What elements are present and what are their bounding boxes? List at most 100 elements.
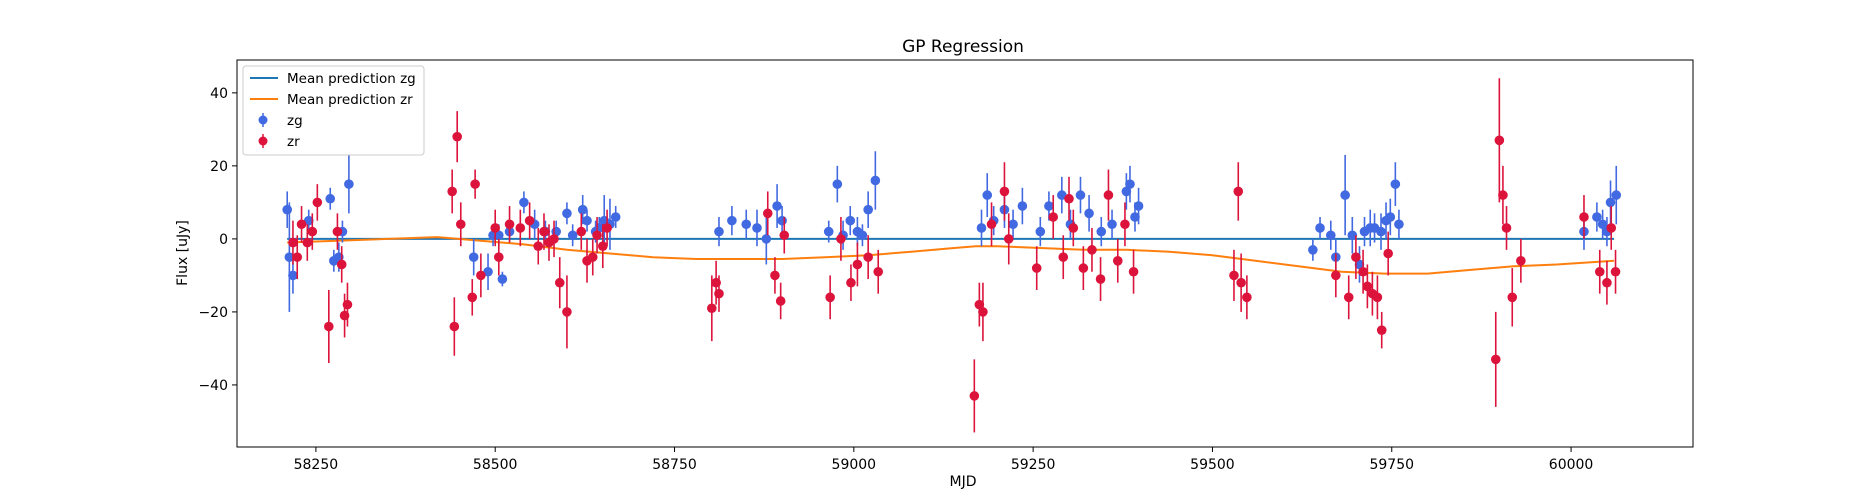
zr-marker — [986, 219, 997, 230]
zr-data-point — [447, 169, 457, 214]
zr-marker — [999, 186, 1010, 197]
zg-marker — [562, 208, 572, 219]
zr-marker — [1351, 252, 1361, 262]
zr-data-point — [825, 275, 835, 320]
zr-data-point — [1606, 206, 1617, 250]
zg-marker — [1597, 219, 1608, 230]
zr-data-point — [974, 282, 985, 327]
zr-marker — [562, 307, 572, 317]
zr-marker — [455, 219, 466, 230]
zr-marker — [449, 321, 460, 332]
zr-data-point — [999, 162, 1010, 221]
zg-marker — [1035, 226, 1046, 237]
zg-marker — [288, 270, 298, 281]
zg-data-point — [1611, 165, 1622, 225]
zr-marker — [490, 223, 501, 233]
zr-data-point — [1507, 268, 1518, 327]
zg-data-point — [976, 209, 987, 247]
zr-marker — [1103, 190, 1114, 200]
zr-marker — [302, 237, 313, 248]
zg-data-point — [1597, 209, 1608, 239]
zg-marker — [519, 197, 529, 208]
zg-data-point — [1008, 209, 1018, 239]
zr-marker — [1343, 292, 1354, 303]
zr-data-point — [1058, 235, 1069, 280]
zg-data-point — [610, 206, 621, 228]
x-tick-label: 58250 — [294, 457, 339, 473]
zg-marker — [1133, 201, 1144, 211]
zg-data-point — [823, 220, 834, 243]
zg-data-point — [282, 191, 293, 228]
zg-marker — [1340, 190, 1350, 200]
zg-data-point — [1592, 202, 1602, 232]
zr-data-point — [1372, 275, 1383, 320]
zr-data-point — [1610, 249, 1621, 294]
zr-data-point — [1120, 202, 1130, 247]
zg-marker — [832, 179, 843, 189]
zg-marker — [857, 230, 868, 241]
zr-data-point — [1031, 246, 1042, 291]
zr-marker — [1003, 234, 1014, 244]
zr-data-point — [576, 213, 587, 250]
zg-marker — [1394, 219, 1404, 230]
zr-marker — [836, 234, 846, 244]
zr-data-point — [467, 279, 478, 316]
zr-marker — [825, 292, 835, 303]
zr-marker — [1383, 248, 1393, 259]
zr-data-point — [1078, 246, 1089, 291]
zr-marker — [292, 252, 303, 262]
zg-marker — [1315, 223, 1325, 233]
zg-marker — [344, 179, 354, 189]
zr-data-point — [342, 282, 353, 327]
zg-data-point — [562, 202, 572, 225]
legend-swatch-zr — [258, 134, 268, 148]
zr-data-point — [307, 213, 318, 250]
zr-data-point — [1233, 162, 1244, 221]
zg-marker — [1017, 201, 1028, 211]
zr-marker — [1236, 277, 1246, 288]
zr-marker — [533, 241, 544, 251]
zr-data-point — [597, 224, 608, 269]
zg-marker — [863, 204, 873, 215]
zg-data-point — [1340, 154, 1350, 236]
zg-data-point — [1084, 195, 1094, 232]
zr-marker — [467, 292, 478, 303]
zr-data-point — [1331, 253, 1341, 298]
zg-marker — [1385, 212, 1396, 222]
zg-data-point — [483, 253, 493, 291]
zr-marker — [775, 296, 786, 306]
zr-data-point — [986, 202, 997, 247]
zr-marker — [539, 226, 549, 237]
zg-marker — [845, 215, 856, 226]
zg-data-point — [741, 209, 752, 239]
x-axis: 58250 58500 58750 59000 59250 59500 59750 60000 — [294, 447, 1593, 473]
zr-marker — [1507, 292, 1518, 303]
zr-data-point — [455, 202, 466, 247]
zg-data-point — [1376, 213, 1386, 250]
zr-data-point — [1003, 213, 1014, 265]
zr-marker — [1095, 274, 1106, 284]
zr-marker — [296, 219, 307, 230]
zg-marker — [1605, 197, 1616, 208]
zr-marker — [846, 277, 856, 288]
zr-marker — [524, 215, 535, 226]
chart-title: GP Regression — [902, 37, 1024, 57]
zr-data-point — [969, 359, 980, 433]
y-tick-label: −20 — [198, 305, 228, 321]
zg-data-point — [1125, 165, 1135, 203]
y-tick-label: 0 — [219, 232, 228, 248]
plot-area — [282, 78, 1622, 433]
zg-marker — [772, 201, 782, 211]
legend-label-mean-zg: Mean prediction zg — [287, 71, 416, 87]
zr-marker — [978, 307, 988, 317]
zg-marker — [1347, 230, 1358, 241]
zg-marker — [1354, 259, 1365, 270]
zr-marker — [762, 208, 773, 219]
zr-data-point — [539, 213, 549, 250]
zr-data-point — [312, 184, 323, 221]
zr-marker — [1358, 266, 1368, 277]
zg-marker — [1121, 186, 1132, 197]
zg-data-point — [772, 184, 782, 228]
zg-marker — [1057, 190, 1067, 200]
zg-marker — [1096, 226, 1107, 237]
